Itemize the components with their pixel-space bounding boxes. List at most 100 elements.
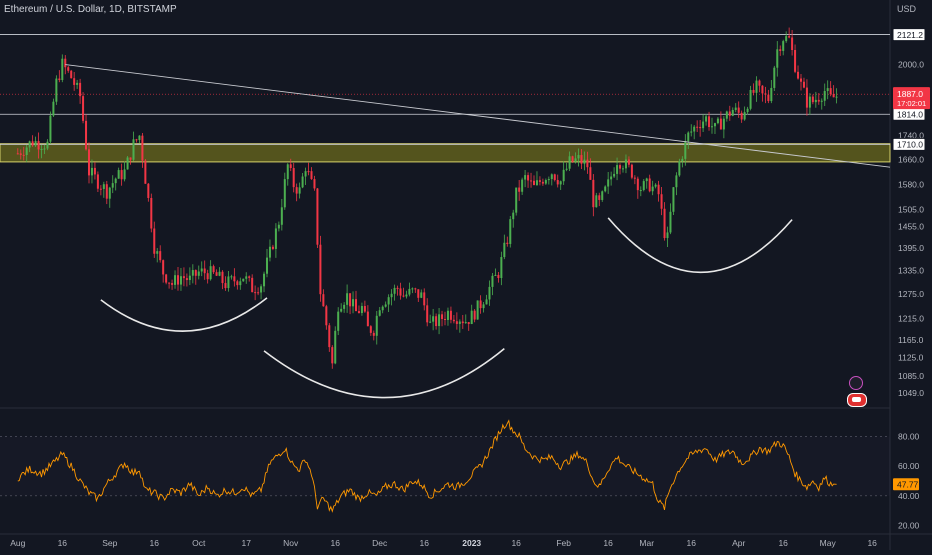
candle-body — [277, 224, 280, 229]
candle-body — [257, 292, 260, 294]
candle-body — [663, 208, 666, 239]
candle-body — [43, 148, 46, 150]
candle-body — [289, 164, 292, 169]
candle-body — [268, 246, 271, 258]
candle-body — [352, 299, 355, 307]
candle-body — [811, 96, 814, 103]
level-badge-label-1: 1814.0 — [897, 109, 923, 119]
candle-body — [503, 242, 506, 258]
candle-body — [509, 219, 512, 244]
candle-body — [805, 87, 808, 108]
candle-body — [58, 78, 61, 80]
candle-body — [693, 126, 696, 132]
candle-body — [354, 299, 358, 312]
candle-body — [292, 168, 295, 188]
candle-body — [607, 179, 610, 187]
candle-body — [384, 304, 387, 307]
candle-body — [423, 292, 426, 306]
candle-body — [230, 276, 233, 278]
candle-body — [239, 281, 242, 286]
candle-body — [271, 246, 274, 249]
time-tick-label: 16 — [330, 538, 340, 548]
us-flag-event-icon[interactable] — [847, 393, 867, 407]
candle-body — [390, 293, 393, 298]
price-tick-label: 1125.0 — [898, 353, 924, 363]
candle-body — [734, 107, 737, 110]
rsi-current-label: 47.77 — [897, 479, 919, 489]
candle-body — [176, 275, 180, 285]
axis-layer: 2000.01900.01740.01660.01580.01505.01455… — [10, 60, 924, 548]
candle-body — [265, 257, 269, 274]
candle-body — [535, 180, 538, 185]
candle-body — [82, 96, 85, 121]
candle-body — [393, 287, 396, 294]
candle-body — [589, 167, 592, 180]
candle-body — [571, 156, 574, 162]
candle-body — [147, 183, 150, 198]
candle-body — [274, 228, 277, 249]
candle-body — [506, 242, 509, 244]
candle-body — [141, 135, 144, 161]
candle-body — [500, 257, 503, 279]
rsi-tick-label: 20.00 — [898, 521, 920, 531]
candle-body — [426, 305, 429, 323]
candle-body — [286, 164, 289, 180]
candle-body — [111, 183, 114, 188]
candle-body — [604, 186, 607, 192]
lightning-event-icon[interactable] — [849, 376, 863, 390]
candle-body — [375, 315, 378, 336]
time-tick-label: 16 — [511, 538, 521, 548]
candle-body — [770, 87, 773, 102]
candle-body — [76, 82, 79, 85]
candle-body — [64, 58, 67, 68]
rsi-tick-label: 40.00 — [898, 491, 920, 501]
candle-body — [263, 273, 266, 287]
candle-body — [120, 170, 123, 180]
candle-body — [49, 115, 52, 142]
candle-body — [779, 49, 782, 51]
time-tick-label: 17 — [241, 538, 251, 548]
candle-body — [773, 67, 776, 88]
candle-body — [334, 330, 337, 364]
candle-body — [610, 176, 613, 180]
candle-body — [417, 289, 420, 298]
candle-body — [40, 148, 43, 150]
price-tick-label: 1049.0 — [898, 388, 924, 398]
candle-body — [340, 308, 343, 312]
candle-body — [532, 180, 536, 185]
candle-body — [153, 228, 156, 254]
candle-body — [99, 188, 102, 190]
pattern-arc-2 — [607, 217, 793, 274]
candle-body — [737, 107, 740, 113]
candle-body — [179, 276, 182, 285]
candle-body — [645, 178, 648, 182]
candle-body — [699, 127, 702, 129]
candle-body — [621, 168, 625, 170]
candle-body — [233, 276, 236, 282]
price-tick-label: 1275.0 — [898, 289, 924, 299]
candle-body — [144, 160, 147, 184]
candle-body — [209, 266, 212, 280]
candle-body — [494, 274, 497, 276]
candle-body — [446, 310, 449, 320]
candle-body — [743, 112, 746, 120]
candle-body — [449, 310, 452, 320]
candle-body — [381, 306, 384, 311]
candle-body — [657, 184, 660, 195]
candle-body — [87, 149, 91, 176]
price-tick-label: 1085.0 — [898, 371, 924, 381]
candle-body — [96, 174, 99, 189]
time-tick-label: 16 — [419, 538, 429, 548]
candle-body — [182, 276, 185, 279]
candle-body — [372, 332, 375, 336]
candle-body — [577, 155, 580, 159]
pattern-arc-0 — [100, 297, 268, 332]
candle-body — [156, 251, 159, 254]
candle-body — [79, 82, 82, 97]
candle-body — [313, 179, 316, 189]
candle-body — [690, 131, 693, 133]
candle-body — [678, 161, 681, 176]
candle-body — [245, 276, 248, 279]
